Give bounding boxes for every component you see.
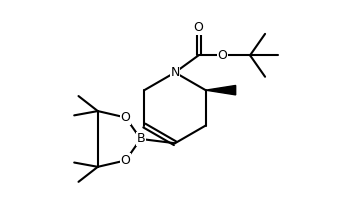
- Text: O: O: [121, 154, 131, 167]
- Text: O: O: [121, 111, 131, 124]
- Polygon shape: [206, 85, 236, 95]
- Text: N: N: [170, 66, 180, 79]
- Text: B: B: [136, 132, 145, 145]
- Text: O: O: [217, 49, 227, 62]
- Text: O: O: [194, 21, 204, 34]
